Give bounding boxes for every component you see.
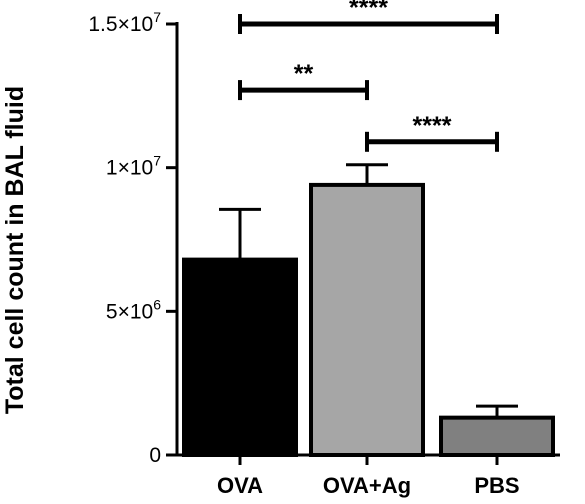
y-tick-label-2: 1×107	[106, 153, 161, 180]
y-tick-label-3: 1.5×107	[88, 9, 161, 36]
x-axis-categories: OVA OVA+Ag PBS	[217, 455, 520, 498]
error-bars	[219, 163, 518, 418]
category-label-OVA: OVA	[217, 473, 263, 498]
bar-PBS	[439, 415, 555, 457]
significance-brackets: **********	[238, 0, 499, 152]
bar-OVA	[182, 257, 298, 458]
category-label-PBS: PBS	[474, 473, 519, 498]
axes	[175, 22, 560, 457]
y-tick-label-1: 5×106	[106, 296, 161, 323]
y-axis-ticks: 0 5×106 1×107 1.5×107	[88, 9, 177, 467]
category-label-OVA+Ag: OVA+Ag	[323, 473, 411, 498]
sig-label-0: ****	[349, 0, 388, 22]
bar-OVA+Ag	[309, 182, 425, 457]
sig-label-1: **	[294, 60, 314, 88]
sig-label-2: ****	[413, 112, 452, 140]
y-tick-label-0: 0	[149, 444, 161, 467]
y-axis-title: Total cell count in BAL fluid	[1, 86, 29, 414]
